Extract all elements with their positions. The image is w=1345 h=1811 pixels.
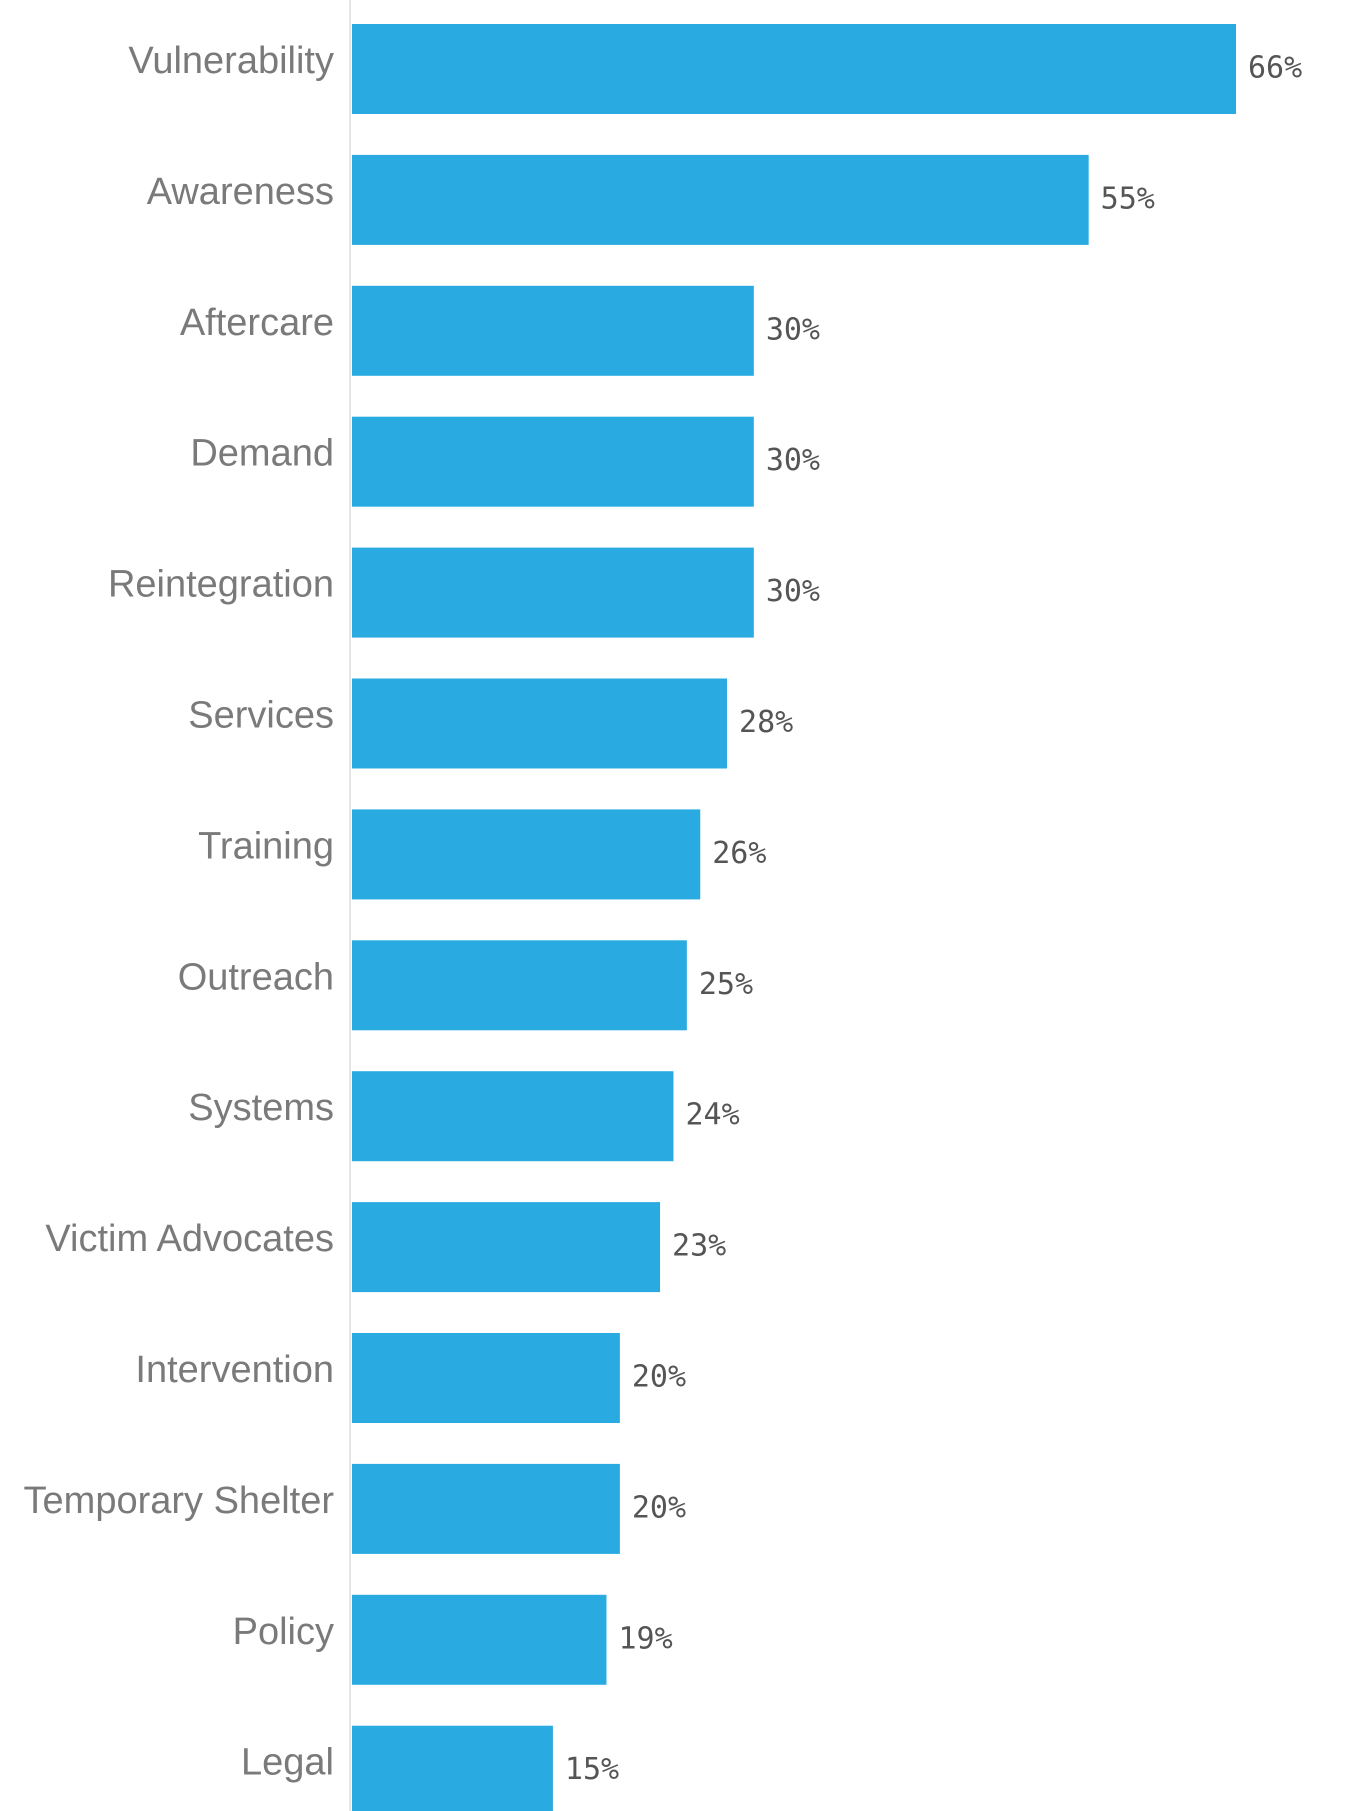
value-label: 20% <box>632 1490 686 1525</box>
bar <box>352 1333 620 1423</box>
category-label: Victim Advocates <box>45 1218 334 1260</box>
category-label: Policy <box>233 1611 334 1653</box>
bar-row: Legal 15% <box>241 1725 619 1811</box>
value-label: 25% <box>699 967 753 1002</box>
value-label: 30% <box>766 574 820 609</box>
bar <box>352 154 1089 245</box>
bar <box>352 1071 674 1162</box>
bar <box>352 416 754 507</box>
category-label: Awareness <box>147 171 334 213</box>
value-label: 19% <box>618 1621 672 1656</box>
value-label: 20% <box>632 1360 686 1395</box>
bar <box>352 1202 661 1293</box>
bar-row: Victim Advocates 23% <box>45 1202 726 1293</box>
category-label: Vulnerability <box>128 40 334 82</box>
category-label: Temporary Shelter <box>24 1480 335 1522</box>
value-label: 26% <box>712 836 766 871</box>
bar-row: Aftercare 30% <box>180 285 820 376</box>
category-label: Intervention <box>135 1349 334 1391</box>
bar <box>352 1725 553 1811</box>
bar-row: Intervention 20% <box>135 1333 686 1423</box>
bar <box>352 547 754 638</box>
bars-group: Vulnerability 66% Awareness 55% Aftercare 30%… <box>24 24 1302 1811</box>
bar-row: Outreach 25% <box>178 940 753 1031</box>
bar-row: Training 26% <box>198 809 766 900</box>
bar-row: Services 28% <box>188 678 793 769</box>
category-label: Training <box>198 825 334 867</box>
category-label: Demand <box>190 433 334 475</box>
bar-row: Reintegration 30% <box>108 547 820 638</box>
bar-row: Awareness 55% <box>147 154 1155 245</box>
bar <box>352 285 754 376</box>
value-label: 28% <box>739 705 793 740</box>
value-label: 24% <box>685 1098 739 1133</box>
value-label: 23% <box>672 1229 726 1264</box>
value-label: 55% <box>1101 181 1155 216</box>
value-label: 66% <box>1248 51 1302 86</box>
value-label: 30% <box>766 312 820 347</box>
category-label: Aftercare <box>180 302 334 344</box>
bar <box>352 1594 607 1685</box>
bar-row: Policy 19% <box>233 1594 673 1685</box>
bar-row: Systems 24% <box>188 1071 740 1162</box>
bar <box>352 1463 620 1554</box>
category-label: Systems <box>188 1087 334 1129</box>
bar <box>352 24 1236 114</box>
bar <box>352 678 728 769</box>
category-label: Outreach <box>178 956 334 998</box>
bar-row: Vulnerability 66% <box>128 24 1302 114</box>
bar <box>352 940 687 1031</box>
category-label: Legal <box>241 1742 334 1784</box>
bar-row: Temporary Shelter 20% <box>24 1463 686 1554</box>
category-label: Reintegration <box>108 564 334 606</box>
bar <box>352 809 701 900</box>
value-label: 15% <box>565 1752 619 1787</box>
value-label: 30% <box>766 443 820 478</box>
bar-row: Demand 30% <box>190 416 820 507</box>
category-label: Services <box>188 695 334 737</box>
